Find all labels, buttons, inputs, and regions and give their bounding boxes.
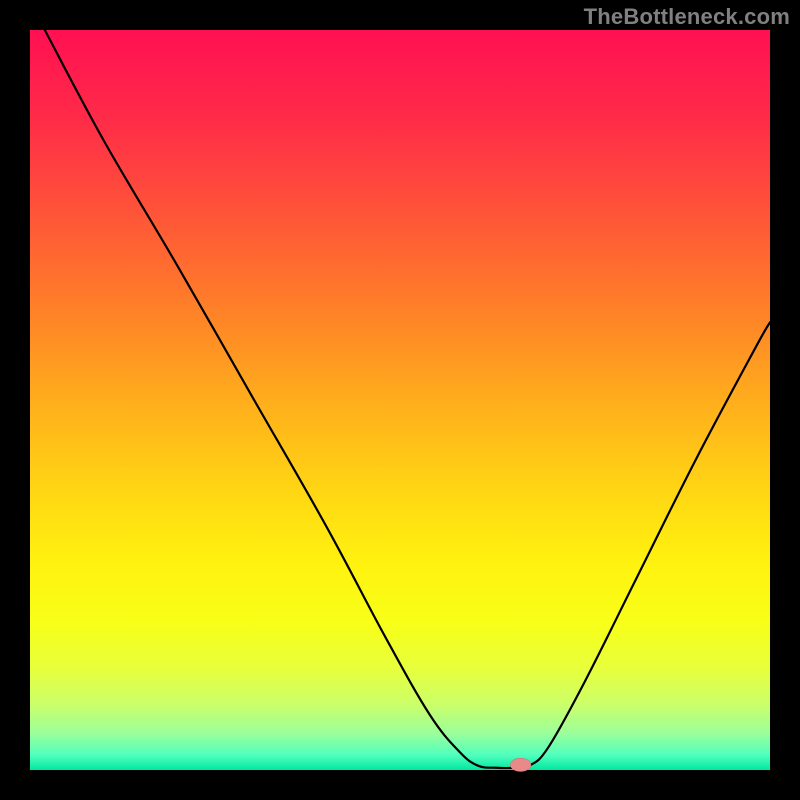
bottleneck-chart: TheBottleneck.com <box>0 0 800 800</box>
plot-background <box>30 30 770 770</box>
watermark-text: TheBottleneck.com <box>584 4 790 30</box>
optimal-point-marker <box>510 758 531 771</box>
chart-svg <box>0 0 800 800</box>
